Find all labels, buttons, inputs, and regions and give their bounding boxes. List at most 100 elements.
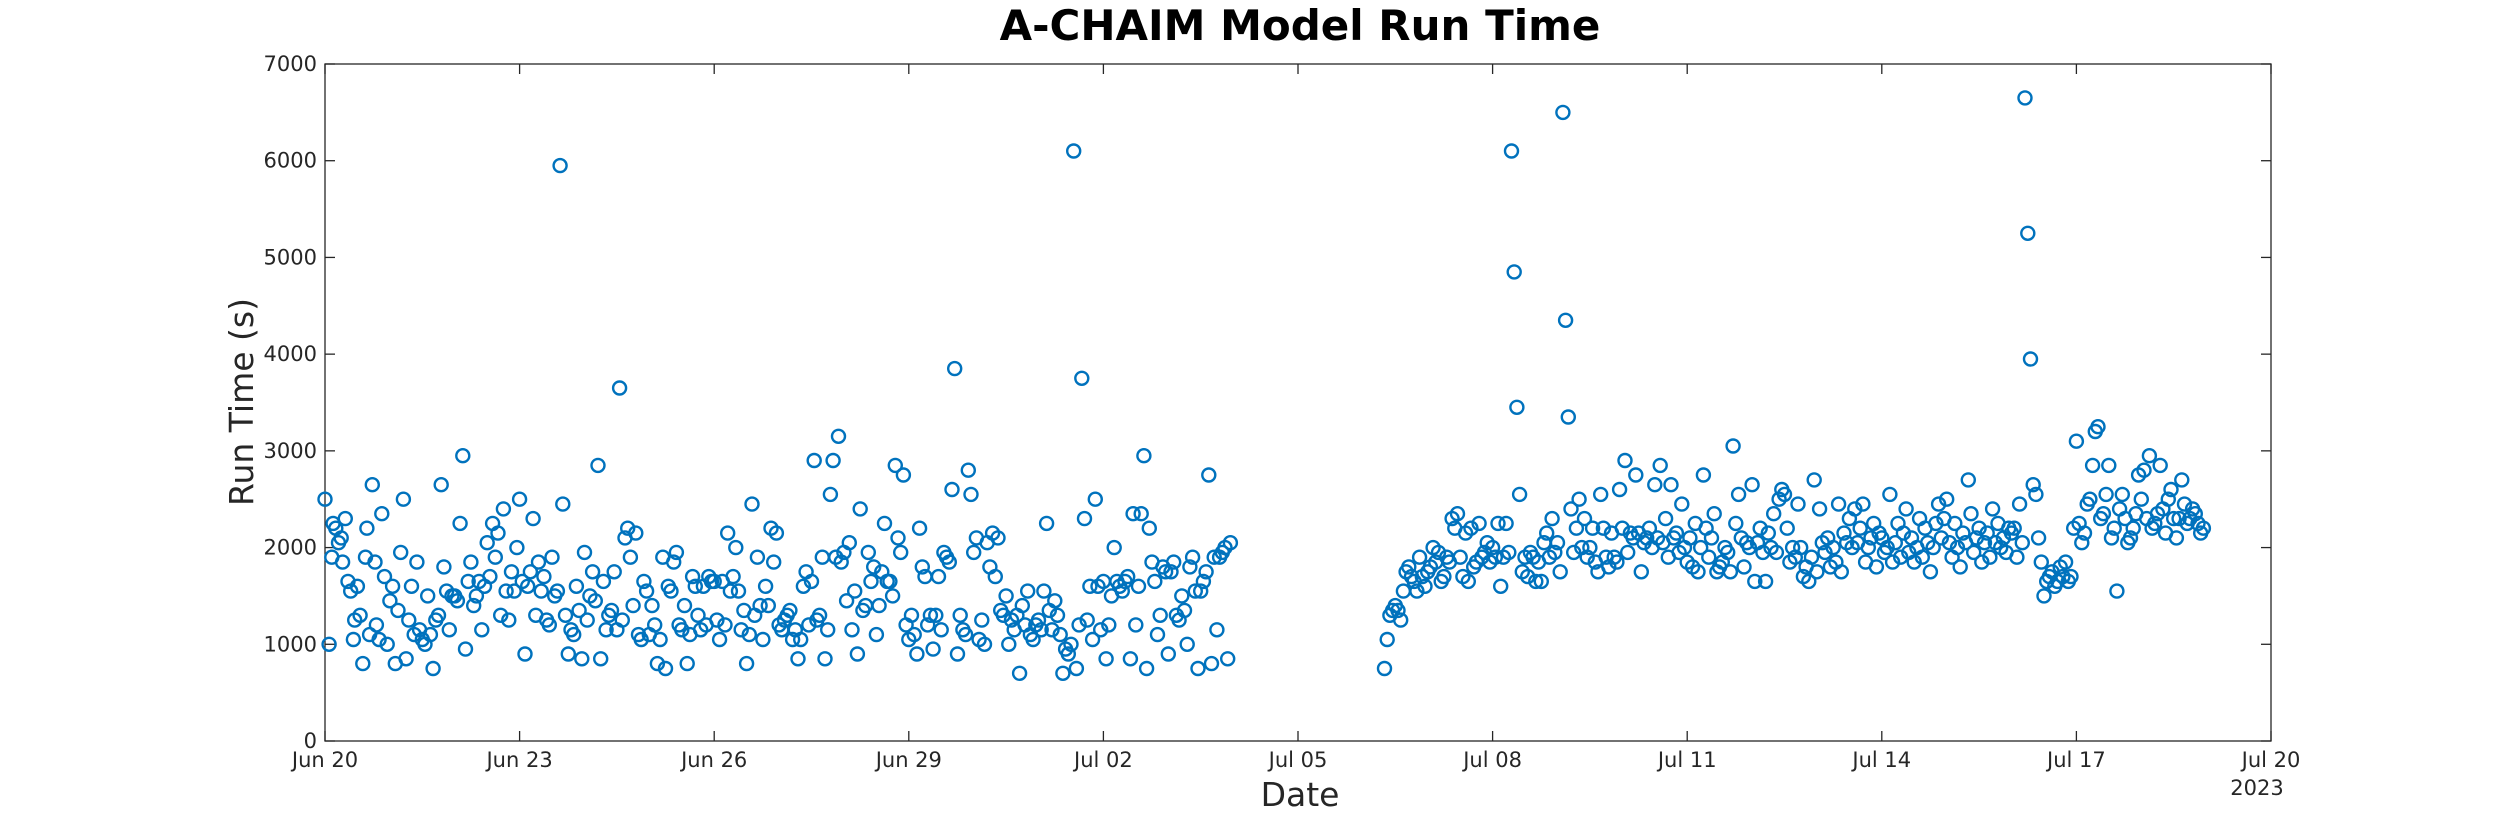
data-point: [574, 651, 590, 667]
data-point: [1195, 573, 1212, 590]
y-tick-label: 1000: [264, 632, 317, 656]
data-point: [2109, 583, 2125, 599]
data-point: [2174, 472, 2190, 488]
data-point: [1011, 665, 1028, 681]
data-point: [2014, 535, 2031, 551]
y-tick-label: 4000: [264, 342, 317, 366]
data-point: [1182, 559, 1198, 575]
data-point: [2187, 506, 2204, 522]
data-point: [2141, 448, 2158, 464]
data-point: [890, 530, 906, 546]
data-point: [2163, 481, 2179, 498]
data-point: [1555, 104, 1571, 121]
data-point: [825, 452, 841, 469]
data-point: [741, 626, 757, 643]
data-point: [2103, 530, 2120, 546]
data-point: [1657, 510, 1674, 527]
data-point: [822, 486, 839, 503]
data-point: [1768, 544, 1785, 561]
data-point: [2009, 549, 2025, 565]
data-point: [876, 515, 893, 532]
data-point: [584, 564, 601, 580]
data-point: [1879, 539, 1895, 556]
data-point: [1163, 564, 1179, 580]
data-point: [566, 626, 582, 643]
data-point: [1076, 510, 1093, 527]
data-point: [382, 593, 398, 609]
data-point: [1806, 472, 1822, 488]
data-point: [490, 525, 506, 541]
data-point: [1503, 143, 1520, 159]
data-point: [866, 559, 882, 575]
data-point: [760, 597, 776, 614]
x-axis-year-label: 2023: [2230, 776, 2283, 800]
data-point: [495, 501, 512, 517]
data-point: [1925, 539, 1941, 556]
data-point: [455, 448, 471, 464]
data-point: [482, 568, 498, 585]
data-point: [536, 568, 552, 585]
data-point: [1965, 544, 1982, 561]
data-point: [1963, 506, 1979, 522]
data-point: [1868, 559, 1885, 575]
data-point: [1471, 515, 1487, 532]
data-point: [544, 549, 560, 565]
data-point: [587, 593, 603, 609]
data-point: [603, 602, 620, 619]
data-point: [687, 578, 703, 594]
data-point: [337, 510, 353, 527]
data-point: [2011, 496, 2028, 512]
data-point: [1001, 636, 1017, 652]
data-point: [1792, 539, 1809, 556]
data-point: [1030, 612, 1047, 628]
data-point: [1938, 491, 1955, 507]
data-point: [820, 622, 836, 638]
data-point: [963, 486, 979, 503]
data-point: [390, 602, 406, 619]
data-point: [1409, 583, 1425, 599]
data-point: [549, 583, 566, 599]
data-point: [2006, 520, 2022, 536]
data-point: [1190, 660, 1206, 677]
y-axis-label: Run Time (s): [222, 298, 261, 506]
data-point: [1979, 525, 1995, 541]
data-point: [1547, 544, 1563, 561]
data-point: [790, 651, 806, 667]
data-point: [1487, 549, 1504, 565]
x-tick-label: Jul 02: [1072, 748, 1133, 772]
data-point: [398, 651, 414, 667]
data-point: [1730, 486, 1747, 503]
data-point: [1692, 539, 1709, 556]
data-point: [1563, 501, 1579, 517]
data-point: [903, 607, 920, 623]
data-point: [436, 559, 452, 575]
data-point: [1668, 525, 1685, 541]
data-point: [555, 496, 571, 512]
data-point: [1036, 583, 1052, 599]
data-point: [1930, 496, 1947, 512]
data-point: [517, 646, 533, 662]
data-point: [1176, 602, 1193, 619]
data-point: [1690, 564, 1706, 580]
data-point: [652, 631, 668, 648]
data-point: [1941, 535, 1958, 551]
data-point: [441, 622, 457, 638]
data-point: [2133, 491, 2150, 507]
data-point: [433, 477, 449, 493]
data-point: [1101, 617, 1117, 633]
data-point: [2168, 530, 2185, 546]
data-point: [379, 636, 395, 652]
data-point: [1033, 622, 1049, 638]
data-point: [2076, 525, 2093, 541]
x-tick-label: Jul 08: [1461, 748, 1522, 772]
data-point: [557, 607, 574, 623]
data-point: [606, 564, 622, 580]
data-point: [2033, 554, 2050, 570]
data-point: [463, 554, 479, 570]
data-point: [1430, 544, 1447, 561]
data-point: [911, 520, 928, 536]
data-point: [1198, 564, 1214, 580]
data-point: [1219, 651, 1236, 667]
data-point: [1047, 593, 1063, 609]
data-point: [852, 501, 868, 517]
